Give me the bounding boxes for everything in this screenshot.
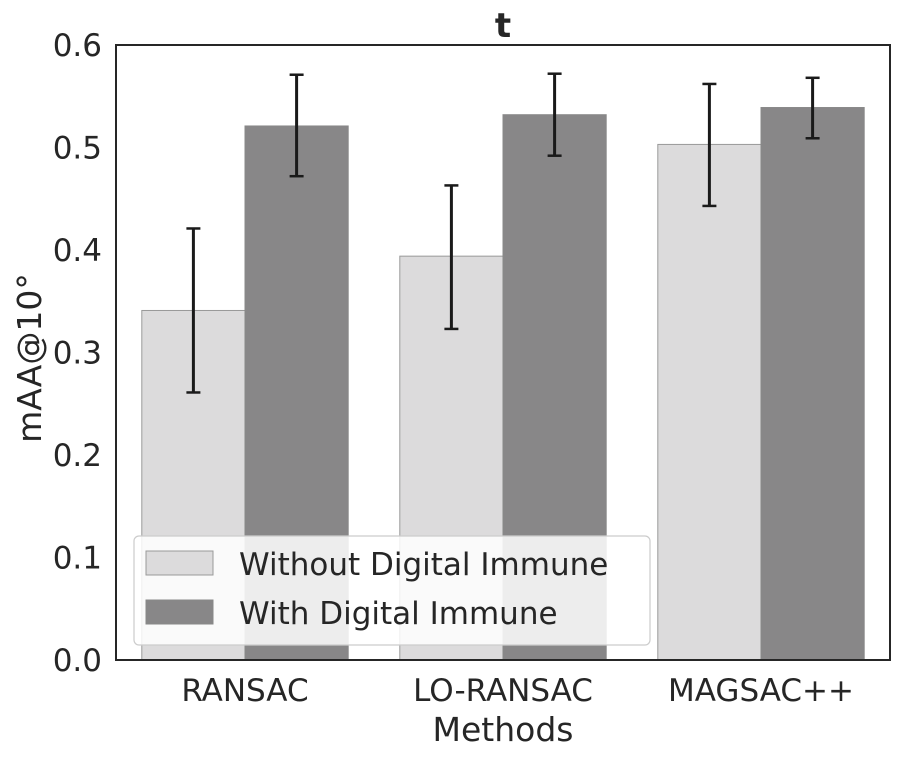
legend: Without Digital Immune With Digital Immu… [133, 535, 651, 646]
legend-swatch-without-digital-immune [145, 550, 214, 576]
y-axis-ticks: 0.0 0.1 0.2 0.3 0.4 0.5 0.6 [53, 28, 102, 679]
error-bar-magsac-without-digital-immune [702, 82, 717, 208]
error-bar-lo-ransac-with-digital-immune [547, 72, 562, 157]
bar-magsac-with-digital-immune [760, 107, 865, 661]
y-tick-label: 0.0 [53, 643, 102, 679]
y-tick-label: 0.5 [53, 131, 102, 167]
legend-swatch-with-digital-immune [145, 599, 214, 625]
plot-frame [115, 44, 891, 661]
x-axis-label: Methods [433, 710, 574, 749]
error-bar-ransac-without-digital-immune [186, 227, 201, 394]
y-tick-label: 0.6 [53, 28, 102, 64]
error-bar-lo-ransac-without-digital-immune [444, 184, 459, 331]
error-bar-ransac-with-digital-immune [289, 73, 304, 178]
y-tick-label: 0.3 [53, 336, 102, 372]
x-tick-label-ransac: RANSAC [181, 673, 308, 709]
error-bars-layer [186, 72, 820, 394]
y-tick-label: 0.2 [53, 438, 102, 474]
x-tick-label-magsac: MAGSAC++ [668, 673, 854, 709]
error-bar-magsac-with-digital-immune [805, 76, 820, 140]
x-tick-label-lo-ransac: LO-RANSAC [413, 673, 593, 709]
legend-label-with-digital-immune: With Digital Immune [239, 596, 558, 632]
legend-label-without-digital-immune: Without Digital Immune [239, 547, 608, 583]
bar-magsac-without-digital-immune [657, 143, 762, 661]
x-axis-ticks: RANSAC LO-RANSAC MAGSAC++ [181, 673, 854, 709]
y-tick-label: 0.1 [53, 541, 102, 577]
chart-title: t [495, 6, 511, 46]
legend-box [133, 535, 651, 646]
y-axis-label: mAA@10° [10, 273, 49, 443]
y-tick-label: 0.4 [53, 233, 102, 269]
